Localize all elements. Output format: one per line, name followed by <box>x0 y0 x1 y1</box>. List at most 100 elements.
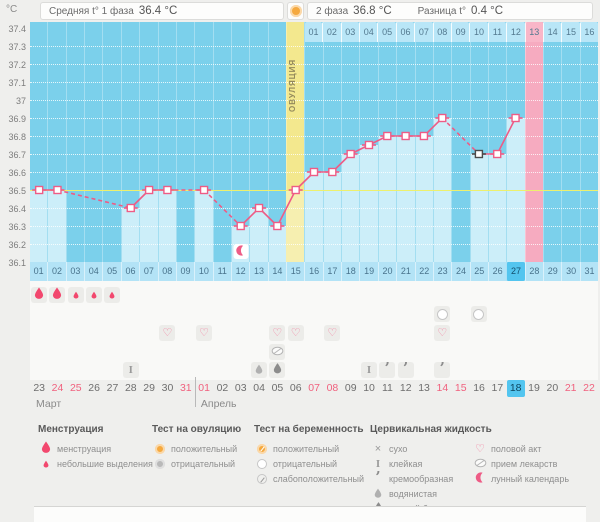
cervical-fluid-cell <box>269 361 286 379</box>
gridline <box>30 118 598 119</box>
cycle-day-cell-15[interactable]: 15 <box>286 262 304 281</box>
calendar-date-Апрель-04[interactable]: 04 <box>253 382 265 394</box>
intercourse-heart-icon: ♡ <box>272 327 283 339</box>
post-ovulation-day-cell: 15 <box>561 22 580 42</box>
calendar-date-Апрель-01[interactable]: 01 <box>198 382 210 394</box>
month-label-Апрель: Апрель <box>200 398 237 410</box>
calendar-date-Апрель-12[interactable]: 12 <box>399 382 412 394</box>
cycle-day-cell-24[interactable]: 24 <box>451 262 469 281</box>
calendar-date-Апрель-17[interactable]: 17 <box>491 382 504 394</box>
cycle-day-cell-09[interactable]: 09 <box>175 262 194 281</box>
menstruation-cell <box>49 287 66 303</box>
legend-group-2: Тест на овуляцию положительный отрицательн… <box>152 424 254 516</box>
legend-item: менструация <box>38 441 152 456</box>
cycle-day-cell-10[interactable]: 10 <box>194 262 212 281</box>
cycle-day-cell-08[interactable]: 08 <box>157 262 176 281</box>
calendar-date-Апрель-05[interactable]: 05 <box>271 382 284 394</box>
post-ovulation-day-cell: 06 <box>395 22 415 42</box>
fluid-eggwhite-icon <box>273 361 282 379</box>
cycle-day-cell-28[interactable]: 28 <box>524 262 543 281</box>
cycle-day-cell-27[interactable]: 27 <box>506 262 525 281</box>
calendar-date-Март-29[interactable]: 29 <box>143 382 155 394</box>
menstruation-cell <box>104 287 121 303</box>
medication-pill-icon <box>474 455 487 473</box>
cycle-day-cell-29[interactable]: 29 <box>543 262 561 281</box>
y-tick-label: 37.2 <box>8 60 26 70</box>
chart-plot-area: 01 02 03 04 05 06 07 08 09 10 11 12 13 14 15 16 ОВУЛЯЦИ… <box>30 22 599 262</box>
post-ovulation-day-cell: 14 <box>542 22 562 42</box>
calendar-date-Март-23[interactable]: 23 <box>33 382 45 394</box>
medication-cell <box>269 344 286 360</box>
intercourse-heart-icon: ♡ <box>199 327 209 339</box>
legend-item-label: лунный календарь <box>491 473 570 484</box>
calendar-date-Март-26[interactable]: 26 <box>88 382 100 394</box>
cycle-day-cell-20[interactable]: 20 <box>377 262 396 281</box>
cycle-day-cell-11[interactable]: 11 <box>212 262 231 281</box>
recorded-day-fill <box>121 208 140 262</box>
cycle-day-cell-03[interactable]: 03 <box>65 262 84 281</box>
calendar-date-Март-25[interactable]: 25 <box>69 382 82 394</box>
legend-item-label: отрицательный <box>273 458 338 469</box>
cycle-day-cell-26[interactable]: 26 <box>487 262 506 281</box>
cycle-day-cell-02[interactable]: 02 <box>47 262 65 281</box>
calendar-date-Апрель-16[interactable]: 16 <box>473 382 485 394</box>
cycle-day-cell-06[interactable]: 06 <box>120 262 139 281</box>
cycle-day-cell-13[interactable]: 13 <box>249 262 267 281</box>
post-ovulation-day-cell: 01 <box>304 22 323 42</box>
cycle-day-cell-07[interactable]: 07 <box>139 262 157 281</box>
cycle-day-cell-22[interactable]: 22 <box>414 262 433 281</box>
cycle-day-cell-04[interactable]: 04 <box>84 262 102 281</box>
calendar-date-Апрель-09[interactable]: 09 <box>344 382 357 394</box>
spotting-drop-icon <box>91 286 97 304</box>
cycle-day-cell-25[interactable]: 25 <box>469 262 488 281</box>
calendar-date-Апрель-13[interactable]: 13 <box>418 382 430 394</box>
phase2-label: 2 фаза <box>316 5 349 17</box>
calendar-date-Апрель-08[interactable]: 08 <box>326 382 339 394</box>
intercourse-heart-icon: ♡ <box>290 327 301 339</box>
gridline <box>30 82 598 83</box>
gridline <box>30 226 598 227</box>
y-tick-label: 37 <box>15 96 26 106</box>
calendar-date-Апрель-22[interactable]: 22 <box>583 382 595 394</box>
intercourse-heart-icon: ♡ <box>475 442 485 455</box>
cycle-day-cell-01[interactable]: 01 <box>33 266 44 276</box>
cycle-day-cell-23[interactable]: 23 <box>432 262 451 281</box>
calendar-date-Апрель-11[interactable]: 11 <box>381 382 393 394</box>
calendar-date-Март-31[interactable]: 31 <box>179 382 192 394</box>
cycle-day-cell-14[interactable]: 14 <box>267 262 286 281</box>
cycle-day-cell-17[interactable]: 17 <box>322 262 341 281</box>
calendar-date-Апрель-19[interactable]: 19 <box>528 382 540 394</box>
calendar-date-Апрель-10[interactable]: 10 <box>363 382 375 394</box>
cycle-day-cell-19[interactable]: 19 <box>359 262 377 281</box>
calendar-date-Март-27[interactable]: 27 <box>106 382 119 394</box>
calendar-date-Апрель-07[interactable]: 07 <box>308 382 320 394</box>
calendar-date-Апрель-02[interactable]: 02 <box>216 382 229 394</box>
cycle-day-cell-16[interactable]: 16 <box>304 262 322 281</box>
calendar-date-Март-30[interactable]: 30 <box>161 382 174 394</box>
legend-group-title <box>472 424 592 441</box>
calendar-date-Апрель-21[interactable]: 21 <box>564 382 577 394</box>
cycle-day-cell-31[interactable]: 31 <box>579 262 598 281</box>
fluid-creamy-icon: ’ <box>384 359 390 377</box>
cycle-day-cell-18[interactable]: 18 <box>341 262 359 281</box>
cycle-day-cell-21[interactable]: 21 <box>396 262 414 281</box>
calendar-date-Апрель-20[interactable]: 20 <box>546 382 559 394</box>
pregnancy-test-weak-positive-icon <box>257 473 267 484</box>
recorded-day-fill <box>378 136 397 262</box>
cycle-day-cell-05[interactable]: 05 <box>102 262 120 281</box>
cycle-day-cell-12[interactable]: 12 <box>230 262 249 281</box>
cycle-day-cell-30[interactable]: 30 <box>561 262 579 281</box>
legend-item: прием лекарств <box>472 456 592 471</box>
calendar-date-Апрель-03[interactable]: 03 <box>234 382 247 394</box>
calendar-date-Апрель-14[interactable]: 14 <box>436 382 449 394</box>
menstruation-drop-icon <box>34 286 44 304</box>
fluid-creamy-icon: ’ <box>402 359 409 377</box>
y-tick-label: 37.4 <box>8 24 26 34</box>
calendar-date-Март-24[interactable]: 24 <box>51 382 64 394</box>
legend-item: водянистая <box>370 486 472 501</box>
calendar-date-Апрель-15[interactable]: 15 <box>454 382 467 394</box>
calendar-date-Апрель-18[interactable]: 18 <box>506 380 525 397</box>
calendar-date-Апрель-06[interactable]: 06 <box>289 382 302 394</box>
legend-group-3: Тест на беременность положительный отрицат… <box>254 424 370 516</box>
calendar-date-Март-28[interactable]: 28 <box>124 382 137 394</box>
